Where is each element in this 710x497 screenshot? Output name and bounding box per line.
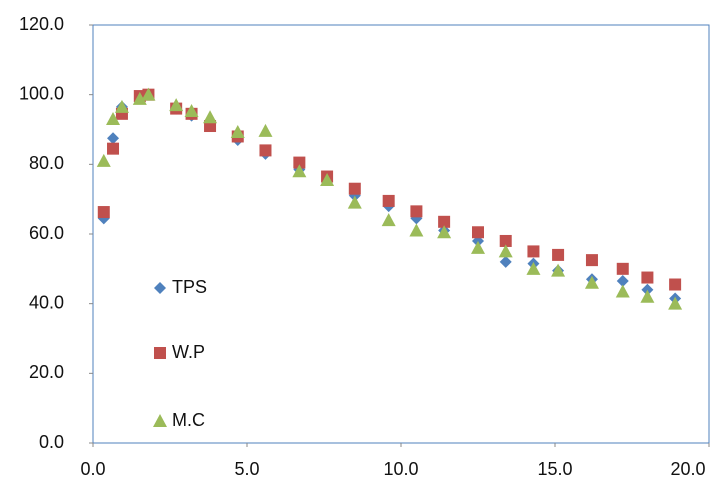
- y-tick-label: 100.0: [19, 83, 64, 103]
- data-point: [552, 248, 565, 261]
- data-point: [258, 123, 273, 137]
- data-point: [410, 205, 423, 218]
- data-point: [106, 112, 121, 126]
- x-tick-label: 20.0: [670, 459, 705, 479]
- y-tick-label: 60.0: [29, 223, 64, 243]
- data-point: [96, 153, 111, 167]
- legend-marker: [153, 414, 167, 427]
- legend-label: W.P: [172, 342, 205, 362]
- y-tick-label: 40.0: [29, 292, 64, 312]
- data-point: [259, 144, 272, 157]
- data-point: [114, 99, 129, 113]
- data-point: [382, 194, 395, 207]
- plot-frame: [92, 24, 710, 444]
- data-point: [141, 87, 156, 101]
- data-point: [132, 91, 147, 105]
- data-point: [584, 275, 599, 289]
- data-point: [668, 296, 683, 310]
- data-point: [381, 213, 396, 227]
- x-tick-label: 10.0: [383, 459, 418, 479]
- data-point: [551, 263, 566, 277]
- data-point: [348, 182, 361, 195]
- legend-label: M.C: [172, 410, 205, 430]
- x-tick-label: 0.0: [80, 459, 105, 479]
- x-tick-label: 5.0: [234, 459, 259, 479]
- data-point: [641, 271, 654, 284]
- data-point: [498, 244, 513, 258]
- data-point: [409, 223, 424, 237]
- data-point: [472, 226, 484, 239]
- data-point: [499, 234, 512, 247]
- data-point: [669, 278, 682, 291]
- data-point: [640, 289, 655, 303]
- y-tick-label: 120.0: [19, 14, 64, 34]
- data-point: [526, 261, 541, 275]
- data-point: [347, 195, 362, 209]
- data-point: [107, 142, 120, 155]
- data-point: [107, 132, 120, 145]
- data-point: [616, 262, 629, 275]
- data-point: [437, 225, 452, 239]
- y-tick-label: 0.0: [39, 432, 64, 452]
- x-tick-label: 15.0: [537, 459, 572, 479]
- data-point: [527, 245, 540, 258]
- data-point: [615, 284, 630, 298]
- data-point: [585, 254, 598, 267]
- data-point: [616, 275, 629, 288]
- legend-marker: [154, 347, 166, 359]
- data-point: [438, 215, 451, 228]
- data-point: [499, 255, 512, 268]
- data-point: [97, 206, 110, 219]
- legend-marker: [154, 282, 166, 294]
- data-point: [203, 110, 218, 124]
- data-point: [184, 104, 199, 118]
- y-tick-label: 20.0: [29, 362, 64, 382]
- data-point: [204, 120, 217, 133]
- y-tick-label: 80.0: [29, 153, 64, 173]
- data-point: [293, 156, 306, 169]
- data-point: [230, 124, 245, 138]
- legend-label: TPS: [172, 277, 207, 297]
- data-point: [471, 240, 485, 254]
- data-point: [169, 98, 184, 112]
- data-point: [320, 173, 335, 187]
- data-point: [292, 164, 307, 178]
